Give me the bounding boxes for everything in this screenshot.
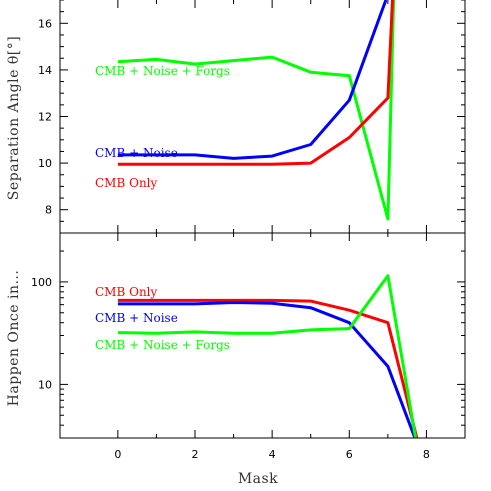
x-tick-label: 0 [114,448,121,461]
top-legend-label-cmb-noise-forgs: CMB + Noise + Forgs [95,64,230,78]
top-legend-label-cmb-only: CMB Only [95,176,158,190]
top-series-line-cmb-noise-forgs [117,0,396,221]
bottom-series-line-cmb-noise-forgs [117,274,418,438]
bottom-y-axis-title: Happen Once in... [6,270,22,407]
top-panel: 8 10 12 14 16 Separation Angle θ[°] CMB + No… [6,0,466,234]
bottom-series-lines [117,274,419,438]
bottom-y-tick-label: 10 [38,378,52,391]
top-y-tick-label: 16 [38,17,52,30]
top-y-tick-label: 12 [38,111,52,124]
bottom-plot-frame [59,232,466,439]
bottom-y-tick-label: 100 [31,276,52,289]
top-series-line-cmb-noise [117,0,388,160]
bottom-series-line-cmb-noise [117,301,417,438]
top-y-tick-label: 8 [45,204,52,217]
top-series-lines [117,0,396,221]
top-series-line-cmb-only [117,0,394,166]
top-y-tick-label: 10 [38,157,52,170]
top-plot-frame [59,0,466,234]
x-tick-label: 4 [269,448,276,461]
top-y-axis-title: Separation Angle θ[°] [6,36,22,200]
bottom-legend-label-cmb-only: CMB Only [95,285,158,299]
x-tick-label: 2 [192,448,199,461]
x-tick-label: 8 [423,448,430,461]
bottom-legend-label-cmb-noise: CMB + Noise [95,311,178,325]
top-y-tick-label: 14 [38,64,52,77]
bottom-axis-ticks: 10 100 0 2 4 6 8 [31,232,465,461]
x-tick-label: 6 [346,448,353,461]
bottom-series-line-cmb-only [117,298,419,438]
x-axis-title: Mask [238,471,278,487]
bottom-panel: 10 100 0 2 4 6 8 Happen Once in... Mask CMB On… [6,232,466,487]
top-legend-label-cmb-noise: CMB + Noise [95,146,178,160]
bottom-legend-label-cmb-noise-forgs: CMB + Noise + Forgs [95,338,230,352]
top-axis-ticks: 8 10 12 14 16 [38,0,465,234]
